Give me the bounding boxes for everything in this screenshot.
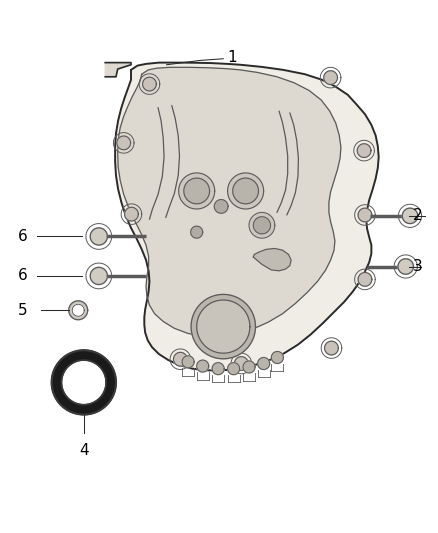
Polygon shape xyxy=(197,300,250,353)
Polygon shape xyxy=(191,226,203,238)
Polygon shape xyxy=(118,67,341,336)
Polygon shape xyxy=(358,208,372,222)
Polygon shape xyxy=(105,62,131,77)
Polygon shape xyxy=(243,361,255,373)
Polygon shape xyxy=(173,352,187,366)
Polygon shape xyxy=(357,144,371,157)
Polygon shape xyxy=(52,350,116,415)
Polygon shape xyxy=(324,71,337,85)
Polygon shape xyxy=(253,217,271,234)
Polygon shape xyxy=(124,207,138,221)
Text: 2: 2 xyxy=(413,208,423,223)
Polygon shape xyxy=(228,173,264,209)
Polygon shape xyxy=(358,272,372,286)
Polygon shape xyxy=(214,199,228,213)
Polygon shape xyxy=(212,362,224,375)
Polygon shape xyxy=(325,341,338,355)
Text: 6: 6 xyxy=(18,229,28,244)
Text: 6: 6 xyxy=(18,269,28,284)
Text: 4: 4 xyxy=(79,443,88,458)
Polygon shape xyxy=(143,77,156,91)
Polygon shape xyxy=(115,62,379,370)
Polygon shape xyxy=(184,178,209,204)
Polygon shape xyxy=(182,356,194,368)
Text: 5: 5 xyxy=(18,303,28,318)
Text: 3: 3 xyxy=(413,259,423,274)
Polygon shape xyxy=(90,228,107,245)
Polygon shape xyxy=(179,173,215,209)
Polygon shape xyxy=(402,208,418,223)
Polygon shape xyxy=(233,178,258,204)
Polygon shape xyxy=(234,357,248,370)
Text: 1: 1 xyxy=(228,51,237,66)
Polygon shape xyxy=(249,213,275,238)
Polygon shape xyxy=(191,294,255,359)
Polygon shape xyxy=(117,136,131,150)
Polygon shape xyxy=(228,362,240,375)
Polygon shape xyxy=(90,268,107,285)
Polygon shape xyxy=(272,351,283,364)
Polygon shape xyxy=(197,360,208,372)
Polygon shape xyxy=(72,304,84,316)
Polygon shape xyxy=(258,358,270,369)
Polygon shape xyxy=(69,301,88,320)
Polygon shape xyxy=(253,248,291,271)
Polygon shape xyxy=(398,259,413,274)
